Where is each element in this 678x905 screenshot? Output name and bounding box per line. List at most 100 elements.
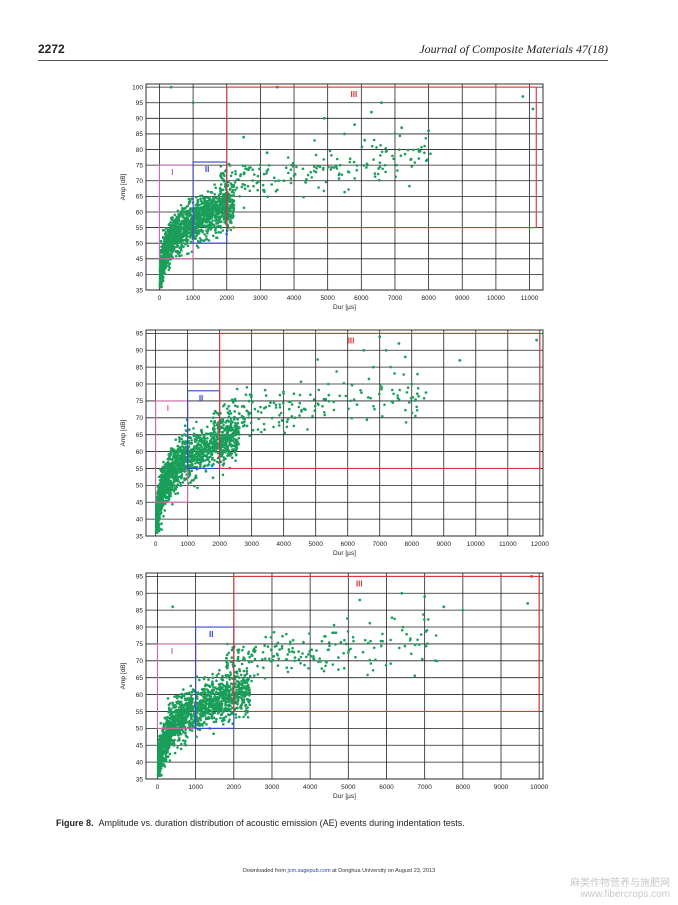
y-axis-label: Amp [dB] — [120, 662, 127, 689]
data-point — [377, 392, 381, 396]
data-point — [190, 439, 193, 442]
data-point — [237, 178, 240, 181]
data-point — [376, 172, 380, 176]
data-point — [344, 394, 348, 398]
data-point — [167, 265, 170, 268]
data-point — [348, 157, 352, 160]
data-point — [292, 174, 296, 177]
data-point — [172, 219, 176, 222]
data-point — [170, 470, 174, 473]
data-point — [182, 448, 185, 452]
data-point — [200, 688, 204, 691]
data-point — [174, 223, 177, 226]
data-point — [192, 427, 195, 430]
x-tick-label: 4000 — [303, 784, 318, 791]
data-point — [190, 451, 194, 455]
data-point — [231, 456, 234, 460]
data-point — [230, 221, 233, 225]
data-point — [202, 224, 205, 228]
data-point — [211, 447, 215, 450]
data-point — [162, 478, 165, 482]
y-tick-label: 85 — [136, 131, 144, 138]
data-point — [188, 236, 192, 239]
data-point — [281, 401, 285, 405]
data-point — [260, 411, 263, 414]
data-point — [184, 434, 188, 437]
data-point — [282, 179, 286, 182]
data-point — [352, 160, 356, 164]
data-point — [268, 404, 271, 408]
data-point — [372, 404, 375, 408]
data-point — [230, 190, 234, 194]
y-tick-label: 60 — [136, 692, 144, 699]
data-point — [228, 197, 231, 200]
data-point — [177, 252, 180, 256]
data-point — [379, 154, 382, 157]
y-tick-label: 50 — [136, 483, 144, 490]
data-point — [362, 164, 366, 167]
data-point — [347, 407, 350, 411]
data-point — [272, 176, 276, 180]
data-point — [233, 451, 237, 454]
data-point — [288, 407, 291, 411]
data-point — [347, 188, 350, 191]
data-point — [166, 481, 170, 484]
data-point — [163, 481, 166, 484]
data-point — [186, 692, 190, 695]
chart-1: 0 1000 2000 3000 4000 5000 6000 7000 8000 9000 100… — [120, 83, 544, 311]
data-point — [179, 232, 182, 235]
data-point — [222, 449, 225, 453]
data-point — [157, 505, 160, 508]
data-point — [163, 509, 167, 512]
data-point — [397, 148, 401, 151]
data-point — [190, 469, 194, 473]
data-point — [289, 181, 293, 185]
data-point — [205, 440, 209, 443]
data-point — [373, 407, 376, 411]
data-point — [173, 213, 177, 217]
data-point — [209, 190, 213, 194]
data-point — [367, 377, 371, 381]
data-point — [384, 147, 388, 150]
data-point — [209, 455, 212, 459]
data-point — [311, 414, 314, 418]
data-point — [396, 394, 400, 397]
data-point — [204, 701, 208, 705]
data-point — [391, 401, 395, 404]
data-point — [174, 438, 177, 442]
data-point — [234, 716, 238, 719]
data-point — [222, 438, 226, 442]
data-point — [236, 696, 239, 699]
data-point — [267, 164, 271, 167]
data-point — [183, 477, 186, 480]
data-point — [194, 213, 198, 217]
data-point — [521, 95, 525, 98]
data-point — [184, 466, 188, 470]
data-point — [313, 165, 316, 169]
data-point — [182, 207, 186, 210]
data-point — [234, 172, 237, 176]
data-point — [164, 502, 167, 506]
data-point — [158, 527, 161, 530]
data-point — [210, 442, 214, 446]
data-point — [234, 433, 238, 437]
data-point — [177, 214, 181, 218]
data-point — [160, 483, 163, 486]
chart-2: 0 1000 2000 3000 4000 5000 6000 7000 8000 9000 100… — [120, 329, 549, 557]
data-point — [178, 449, 181, 453]
data-point — [175, 245, 178, 249]
data-point — [216, 412, 219, 415]
data-point — [223, 207, 227, 210]
data-point — [255, 181, 259, 185]
data-point — [232, 200, 235, 204]
data-point — [180, 696, 183, 700]
data-point — [175, 239, 178, 243]
data-point — [182, 222, 185, 225]
y-tick-label: 65 — [136, 194, 144, 201]
data-point — [159, 264, 162, 267]
data-point — [233, 404, 237, 408]
data-point — [175, 475, 178, 479]
data-point — [384, 150, 388, 153]
data-point — [375, 146, 378, 149]
data-point — [156, 522, 160, 526]
